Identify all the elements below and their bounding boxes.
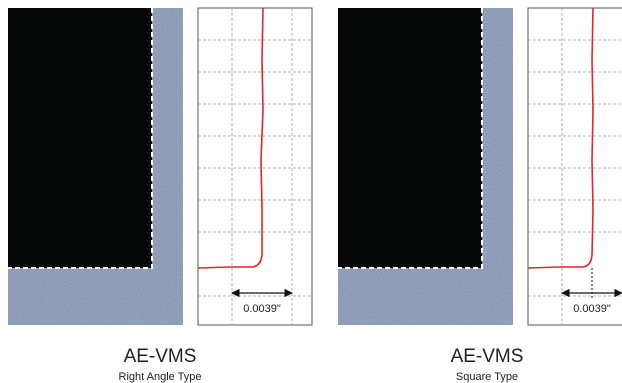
grid [198,8,312,325]
panel-subtitle: Right Angle Type [119,371,202,383]
profile-line [527,7,594,269]
dark-region [338,8,482,268]
dimension-label: 0.0039" [573,303,611,315]
panel-title: AE-VMS [124,346,197,367]
dark-region [8,8,152,268]
profile-box [197,7,313,326]
panel-subtitle: Square Type [456,371,518,383]
panel: 0.0039" AE-VMS Right Angle Type [8,7,313,383]
panel-title: AE-VMS [451,346,524,367]
grid [528,8,622,325]
edge-outline [8,8,153,269]
profile-box [527,7,622,326]
profile-line [197,7,264,269]
panel: 0.0039" AE-VMS Square Type [338,7,622,383]
dimension-label: 0.0039" [243,303,281,315]
edge-outline [338,8,483,269]
